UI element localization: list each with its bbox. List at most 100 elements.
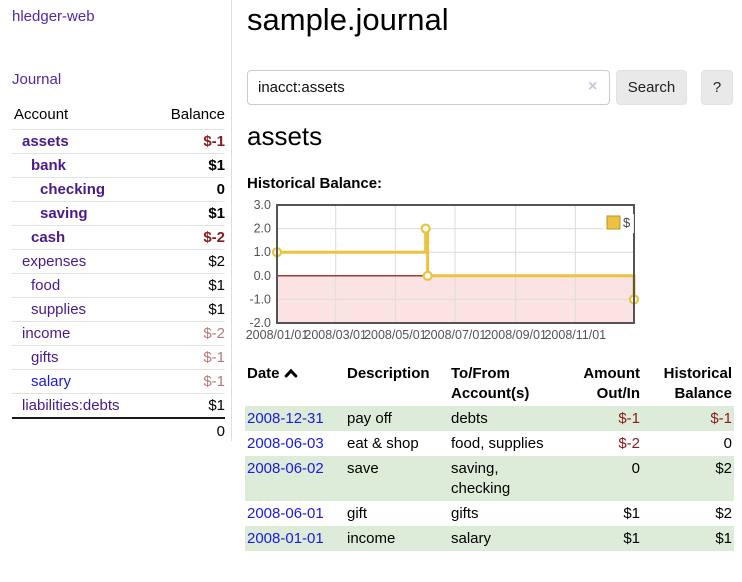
- transaction-date-link[interactable]: 2008-06-03: [247, 435, 324, 452]
- account-link-saving[interactable]: saving: [40, 205, 88, 222]
- x-tick-label: 2008/09/01: [484, 328, 547, 342]
- accounts-total: 0: [12, 417, 225, 444]
- x-tick-label: 2008/03/01: [304, 328, 367, 342]
- transaction-accounts-cell: food, supplies: [451, 435, 544, 452]
- account-heading: assets: [247, 121, 323, 151]
- transaction-balance-cell: 0: [723, 435, 732, 452]
- account-link-cash[interactable]: cash: [31, 229, 66, 246]
- transaction-amount-cell: $-2: [618, 435, 640, 452]
- account-link-bank[interactable]: bank: [31, 157, 67, 174]
- account-row: saving $1: [12, 201, 225, 225]
- account-link-checking[interactable]: checking: [40, 181, 106, 198]
- x-tick-label: 2008/11/01: [544, 328, 606, 342]
- account-link-income[interactable]: income: [22, 325, 71, 342]
- x-tick-label: 2008/05/01: [364, 328, 427, 342]
- page-title: sample.journal: [247, 2, 449, 37]
- search-clear-icon[interactable]: ×: [588, 78, 598, 95]
- account-link-supplies[interactable]: supplies: [31, 301, 87, 318]
- transaction-description-cell: pay off: [347, 410, 392, 427]
- transaction-amount-cell: 0: [631, 460, 640, 477]
- accounts-header-account: Account: [14, 106, 69, 123]
- chart-title: Historical Balance:: [247, 175, 383, 192]
- account-row: salary $-1: [12, 369, 225, 393]
- accounts-table: Account Balance assets $-1 bank $1 checking 0…: [12, 103, 225, 444]
- account-balance: $1: [208, 301, 225, 318]
- transaction-balance-cell: $2: [715, 505, 732, 522]
- column-header-date[interactable]: Date: [245, 362, 345, 406]
- register-table: Date Description To/From Account(s) Amou…: [245, 362, 734, 551]
- transaction-date-cell: 2008-06-02: [245, 456, 345, 501]
- account-link-expenses[interactable]: expenses: [22, 253, 87, 270]
- date-header-label: Date: [247, 365, 280, 382]
- y-tick-label: -2.0: [249, 316, 271, 330]
- transaction-description-cell: income: [347, 530, 396, 547]
- account-row: assets $-1: [12, 129, 225, 153]
- y-tick-label: 0.0: [254, 269, 271, 283]
- account-balance: $1: [208, 205, 225, 222]
- data-point-marker[interactable]: [422, 270, 433, 281]
- transaction-date-cell: 2008-06-01: [245, 501, 345, 526]
- account-link-liabilities-debts[interactable]: liabilities:debts: [22, 397, 120, 414]
- transaction-description-cell: gift: [347, 505, 368, 522]
- account-row: food $1: [12, 273, 225, 297]
- x-tick-label: 2008/01/01: [246, 328, 309, 342]
- transaction-date-link[interactable]: 2008-06-01: [247, 505, 324, 522]
- transaction-balance-cell: $-1: [710, 410, 732, 427]
- account-balance: $-2: [203, 325, 225, 342]
- transaction-accounts-cell: salary: [451, 530, 492, 547]
- transaction-date-cell: 2008-01-01: [245, 526, 345, 551]
- search-input[interactable]: [247, 70, 610, 105]
- transaction-row: 2008-06-02 save saving, checking 0 $2: [245, 456, 734, 501]
- transaction-row: 2008-06-01 gift gifts $1 $2: [245, 501, 734, 526]
- account-balance: 0: [216, 181, 225, 198]
- account-row: checking 0: [12, 177, 225, 201]
- account-link-assets[interactable]: assets: [22, 133, 69, 150]
- transaction-amount-cell: $1: [623, 530, 640, 547]
- transaction-balance-cell: $2: [715, 460, 732, 477]
- register-tbody: 2008-12-31 pay off debts $-1 $-1 2008-06-03 ea…: [245, 406, 734, 551]
- legend-swatch-icon: [606, 215, 621, 230]
- y-tick-label: 3.0: [254, 198, 271, 212]
- transaction-date-link[interactable]: 2008-12-31: [247, 410, 324, 427]
- historical-balance-chart[interactable]: 2008/01/012008/03/012008/05/012008/07/01…: [246, 198, 742, 347]
- search-button[interactable]: Search: [616, 70, 687, 105]
- account-link-gifts[interactable]: gifts: [31, 349, 59, 366]
- transaction-date-link[interactable]: 2008-01-01: [247, 530, 324, 547]
- account-row: gifts $-1: [12, 345, 225, 369]
- accounts-table-header: Account Balance: [12, 103, 225, 129]
- sidebar-item-journal[interactable]: Journal: [12, 71, 62, 88]
- transaction-accounts-cell: gifts: [451, 505, 479, 522]
- sidebar: hledger-web Journal Account Balance asse…: [0, 0, 232, 441]
- transaction-description-cell: save: [347, 460, 379, 477]
- transaction-amount-cell: $-1: [618, 410, 640, 427]
- account-balance: $-1: [203, 133, 225, 150]
- column-header-description: Description: [347, 365, 430, 382]
- column-header-accounts: To/From Account(s): [451, 365, 530, 402]
- account-row: expenses $2: [12, 249, 225, 273]
- account-link-salary[interactable]: salary: [31, 373, 72, 390]
- transaction-row: 2008-06-03 eat & shop food, supplies $-2 0: [245, 431, 734, 456]
- legend-label: $: [623, 215, 631, 230]
- transaction-accounts-cell: debts: [451, 410, 488, 427]
- y-tick-label: -1.0: [249, 292, 271, 306]
- y-tick-label: 1.0: [254, 245, 271, 259]
- transaction-date-link[interactable]: 2008-06-02: [247, 460, 324, 477]
- transaction-accounts-cell: saving, checking: [451, 460, 511, 497]
- transaction-row: 2008-12-31 pay off debts $-1 $-1: [245, 406, 734, 431]
- help-button[interactable]: ?: [701, 70, 733, 105]
- account-balance: $-1: [203, 373, 225, 390]
- account-row: liabilities:debts $1: [12, 393, 225, 417]
- account-balance: $2: [208, 253, 225, 270]
- account-balance: $1: [208, 157, 225, 174]
- column-header-amount: Amount Out/In: [583, 365, 640, 402]
- app-title-link[interactable]: hledger-web: [12, 8, 95, 25]
- data-point-marker[interactable]: [420, 223, 431, 234]
- account-link-food[interactable]: food: [31, 277, 61, 294]
- x-tick-label: 2008/07/01: [424, 328, 487, 342]
- y-tick-label: 2.0: [254, 222, 271, 236]
- account-row: income $-2: [12, 321, 225, 345]
- account-row: cash $-2: [12, 225, 225, 249]
- transaction-amount-cell: $1: [623, 505, 640, 522]
- column-header-balance: Historical Balance: [663, 365, 732, 402]
- accounts-header-balance: Balance: [170, 106, 225, 123]
